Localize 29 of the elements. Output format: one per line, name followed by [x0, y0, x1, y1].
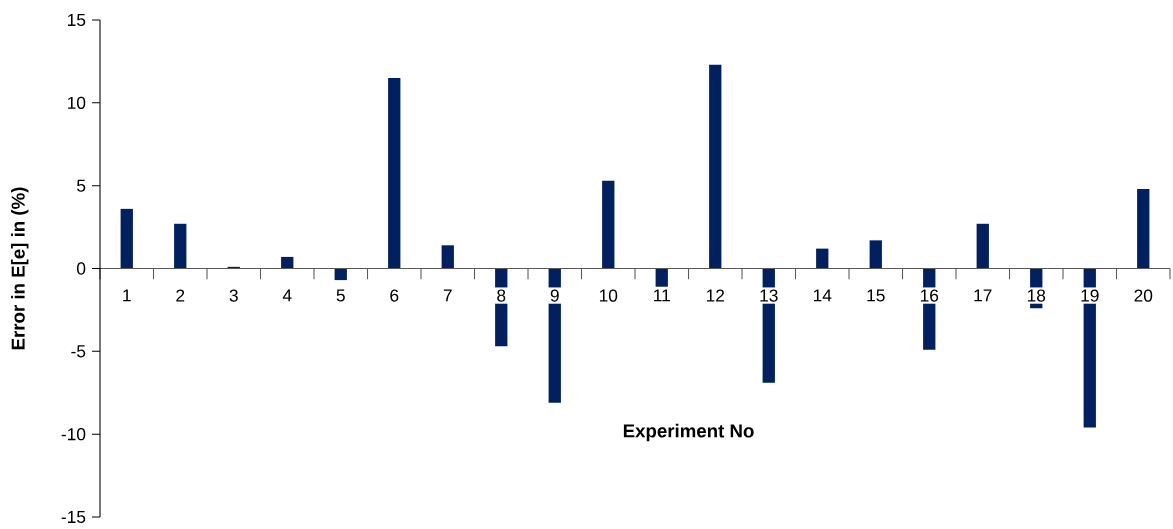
x-axis-title: Experiment No	[623, 423, 754, 442]
x-tick-label: 19	[1081, 289, 1099, 302]
x-tick-label: 14	[813, 289, 832, 302]
x-tick-label: 20	[1134, 289, 1153, 302]
x-tick-label: 6	[390, 289, 399, 302]
y-tick-label: -15	[61, 510, 86, 524]
x-tick-label: 9	[550, 289, 559, 302]
x-tick-label: 12	[706, 289, 725, 302]
x-tick-label: 18	[1027, 289, 1046, 302]
x-tick-label: 7	[443, 289, 452, 302]
y-tick-label: 10	[68, 96, 86, 109]
y-tick-label: -5	[71, 345, 86, 358]
x-tick-label: 4	[282, 289, 292, 302]
x-tick-label: 13	[760, 289, 778, 302]
y-tick-label: 5	[77, 179, 86, 192]
x-tick-label: 10	[599, 289, 618, 302]
x-tick-label: 8	[497, 289, 506, 302]
x-tick-label: 16	[920, 289, 939, 302]
x-tick-label: 17	[974, 289, 992, 302]
x-tick-label: 1	[123, 289, 131, 302]
x-tick-label: 15	[867, 289, 885, 302]
y-axis-title: Error in E[e] in (%)	[11, 187, 29, 350]
y-tick-label: -10	[61, 428, 86, 441]
x-tick-label: 11	[654, 289, 670, 302]
y-tick-label: 15	[68, 13, 86, 27]
x-tick-label: 3	[229, 289, 238, 302]
x-tick-label: 2	[176, 289, 185, 302]
y-tick-label: 0	[76, 262, 86, 275]
x-tick-label: 5	[336, 289, 345, 302]
